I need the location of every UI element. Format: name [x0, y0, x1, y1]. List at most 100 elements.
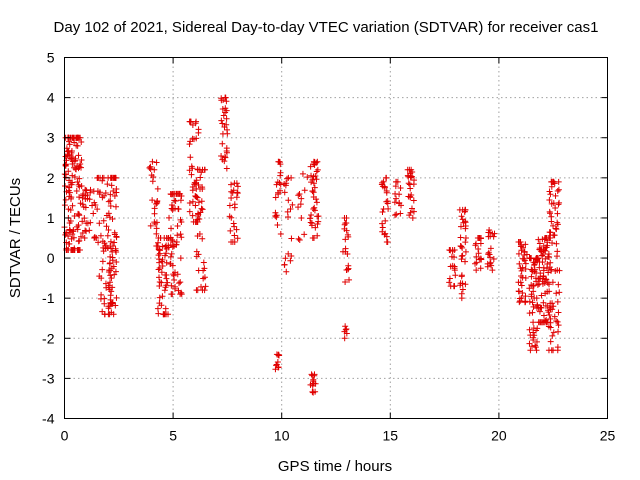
data-point [91, 235, 98, 241]
data-point [159, 293, 166, 300]
data-point [234, 189, 241, 196]
data-point [549, 300, 556, 307]
data-point [228, 181, 235, 188]
data-point [65, 187, 72, 194]
data-point [74, 178, 81, 185]
data-point [298, 195, 305, 202]
data-point [105, 282, 112, 289]
data-point [458, 273, 465, 280]
data-point [147, 222, 154, 229]
data-point [283, 180, 290, 187]
data-point [543, 276, 550, 283]
data-point [198, 198, 205, 205]
data-point [167, 261, 174, 268]
data-point [519, 255, 526, 262]
data-point [452, 272, 459, 279]
data-point [287, 206, 294, 213]
data-point [151, 166, 158, 173]
data-point [546, 208, 553, 215]
data-point [156, 265, 163, 272]
data-point [315, 213, 322, 220]
data-point [231, 239, 238, 246]
data-point [109, 300, 116, 307]
data-point [106, 286, 113, 293]
data-point [312, 224, 319, 231]
data-point [534, 281, 541, 288]
y-tick-label: -2 [42, 330, 55, 346]
data-point [311, 371, 318, 378]
data-point [530, 337, 537, 344]
data-point [67, 179, 74, 186]
data-point [68, 148, 75, 155]
data-point [113, 249, 120, 256]
data-point [79, 218, 86, 225]
data-point [518, 267, 525, 274]
data-point [223, 98, 230, 105]
data-point [451, 267, 458, 274]
data-point [515, 279, 522, 286]
data-point [543, 265, 550, 272]
data-point [100, 248, 107, 255]
data-point [202, 283, 209, 290]
data-point [282, 255, 289, 262]
data-point [519, 274, 526, 281]
data-point [71, 174, 78, 181]
data-point [309, 188, 316, 195]
data-point [107, 197, 114, 204]
data-point [342, 279, 349, 286]
data-point [446, 279, 453, 286]
data-point [544, 239, 551, 246]
data-point [96, 220, 103, 227]
data-point [178, 234, 185, 241]
x-tick-label: 10 [274, 428, 290, 444]
data-point [528, 273, 535, 280]
data-point [555, 281, 562, 288]
data-point [522, 298, 529, 305]
data-point [313, 176, 320, 183]
data-point [99, 266, 106, 273]
x-axis-label: GPS time / hours [278, 458, 392, 475]
y-tick-label: 3 [47, 130, 55, 146]
data-point [198, 205, 205, 212]
data-point [90, 210, 97, 217]
data-point [536, 240, 543, 247]
data-point [193, 118, 200, 125]
data-point [484, 263, 491, 270]
data-point [533, 338, 540, 345]
data-point [285, 214, 292, 221]
data-point [515, 250, 522, 257]
data-point [485, 251, 492, 258]
data-point [94, 174, 101, 181]
data-point [108, 275, 115, 282]
data-point [62, 196, 69, 203]
data-point [219, 105, 226, 112]
data-point [518, 247, 525, 254]
data-point [411, 177, 418, 184]
data-point [527, 347, 534, 354]
data-point [149, 178, 156, 185]
x-tick-label: 25 [600, 428, 616, 444]
data-point [540, 267, 547, 274]
data-point [310, 189, 317, 196]
data-point [87, 219, 94, 226]
data-point [105, 227, 112, 234]
data-point [448, 253, 455, 260]
data-point [535, 236, 542, 243]
data-point [459, 252, 466, 259]
data-point [487, 245, 494, 252]
data-point [110, 188, 117, 195]
data-point [550, 347, 557, 354]
data-point [549, 306, 556, 313]
data-point [521, 251, 528, 258]
data-point [459, 244, 466, 251]
data-point [554, 248, 561, 255]
data-point [275, 189, 282, 196]
data-point [341, 335, 348, 342]
data-point [516, 288, 523, 295]
data-point [168, 250, 175, 257]
data-point [397, 210, 404, 217]
data-point [107, 260, 114, 267]
data-point [78, 157, 85, 164]
data-point [103, 223, 110, 230]
data-point [539, 252, 546, 259]
